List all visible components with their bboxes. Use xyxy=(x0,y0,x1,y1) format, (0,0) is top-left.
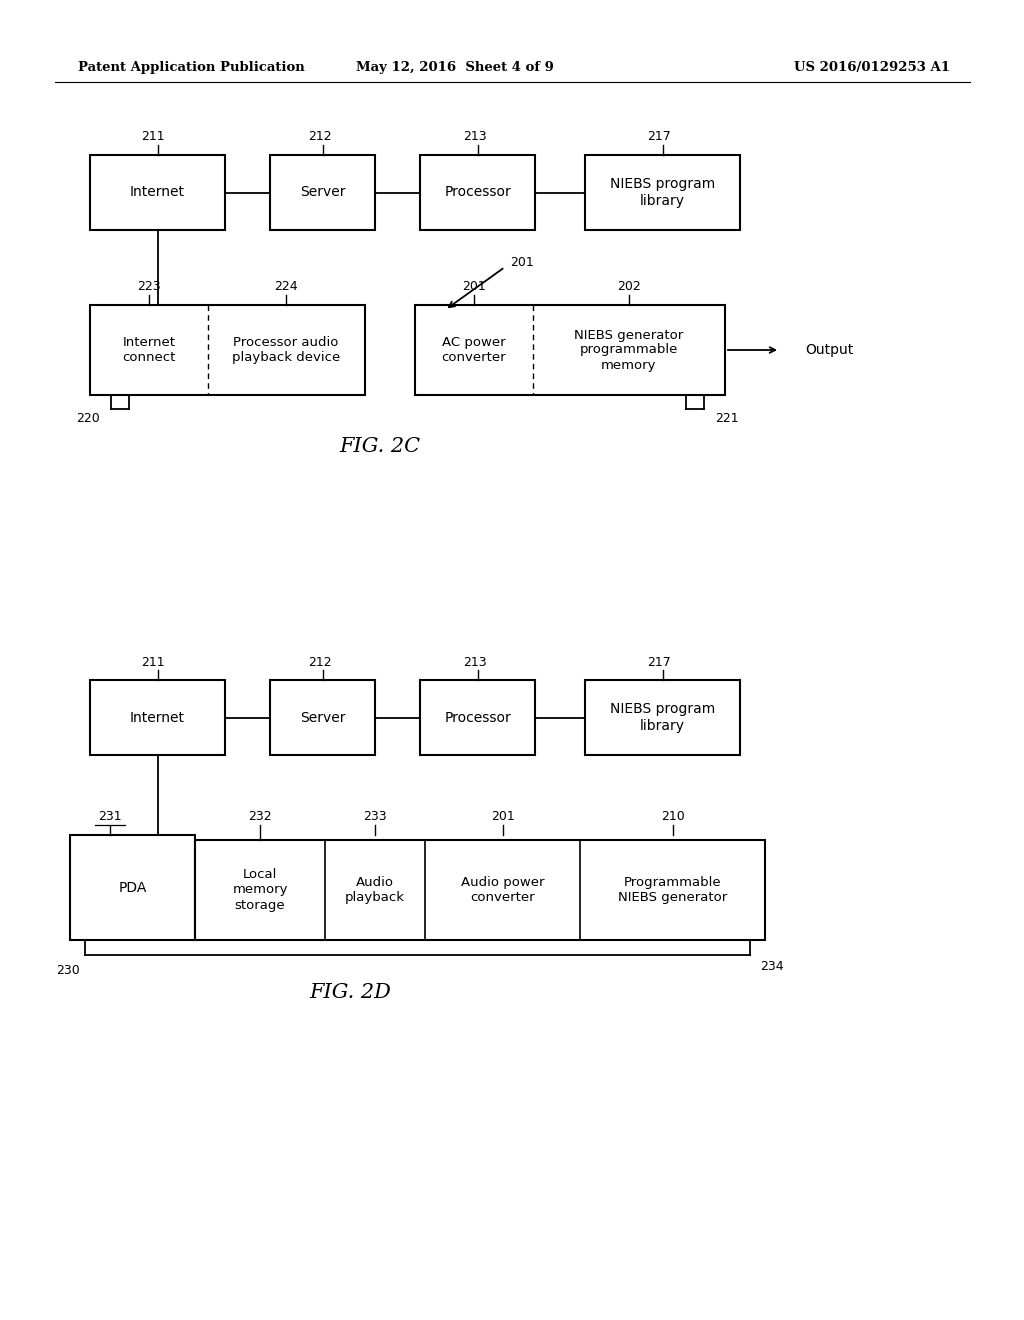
Text: PDA: PDA xyxy=(119,880,146,895)
Bar xyxy=(90,680,225,755)
Text: 201: 201 xyxy=(490,810,514,824)
Text: Internet: Internet xyxy=(130,186,185,199)
Text: 201: 201 xyxy=(510,256,534,268)
Bar xyxy=(585,154,740,230)
Text: 230: 230 xyxy=(56,964,80,977)
Text: Internet
connect: Internet connect xyxy=(122,337,176,364)
Text: 223: 223 xyxy=(137,281,161,293)
Text: Programmable
NIEBS generator: Programmable NIEBS generator xyxy=(617,876,727,904)
Text: 220: 220 xyxy=(76,412,100,425)
Text: 217: 217 xyxy=(647,131,672,144)
Text: Patent Application Publication: Patent Application Publication xyxy=(78,62,305,74)
Text: 231: 231 xyxy=(98,810,122,824)
Text: US 2016/0129253 A1: US 2016/0129253 A1 xyxy=(794,62,950,74)
Text: 232: 232 xyxy=(248,810,271,824)
Text: 212: 212 xyxy=(307,656,332,668)
Bar xyxy=(195,840,765,940)
Text: FIG. 2C: FIG. 2C xyxy=(339,437,421,457)
Text: 213: 213 xyxy=(463,131,486,144)
Text: NIEBS program
library: NIEBS program library xyxy=(610,177,715,207)
Text: Output: Output xyxy=(805,343,853,356)
Bar xyxy=(90,305,365,395)
Text: May 12, 2016  Sheet 4 of 9: May 12, 2016 Sheet 4 of 9 xyxy=(356,62,554,74)
Text: 212: 212 xyxy=(307,131,332,144)
Text: 233: 233 xyxy=(364,810,387,824)
Text: 224: 224 xyxy=(274,281,298,293)
Text: 234: 234 xyxy=(760,961,783,974)
Bar xyxy=(585,680,740,755)
Bar xyxy=(415,305,725,395)
Text: 202: 202 xyxy=(617,281,641,293)
Bar xyxy=(420,154,535,230)
Text: Audio power
converter: Audio power converter xyxy=(461,876,544,904)
Text: 211: 211 xyxy=(140,131,164,144)
Text: Local
memory
storage: Local memory storage xyxy=(232,869,288,912)
Text: Audio
playback: Audio playback xyxy=(345,876,406,904)
Text: Processor: Processor xyxy=(444,710,511,725)
Text: Server: Server xyxy=(300,710,345,725)
Text: 201: 201 xyxy=(462,281,485,293)
Bar xyxy=(70,836,195,940)
Text: AC power
converter: AC power converter xyxy=(441,337,506,364)
Text: 217: 217 xyxy=(647,656,672,668)
Text: 211: 211 xyxy=(140,656,164,668)
Text: NIEBS generator
programmable
memory: NIEBS generator programmable memory xyxy=(574,329,684,371)
Text: NIEBS program
library: NIEBS program library xyxy=(610,702,715,733)
Text: Processor audio
playback device: Processor audio playback device xyxy=(231,337,340,364)
Text: Internet: Internet xyxy=(130,710,185,725)
Text: Processor: Processor xyxy=(444,186,511,199)
Text: 213: 213 xyxy=(463,656,486,668)
Bar xyxy=(270,154,375,230)
Text: Server: Server xyxy=(300,186,345,199)
Bar xyxy=(420,680,535,755)
Text: 221: 221 xyxy=(715,412,738,425)
Text: 210: 210 xyxy=(660,810,684,824)
Bar xyxy=(270,680,375,755)
Bar xyxy=(90,154,225,230)
Text: FIG. 2D: FIG. 2D xyxy=(309,982,391,1002)
